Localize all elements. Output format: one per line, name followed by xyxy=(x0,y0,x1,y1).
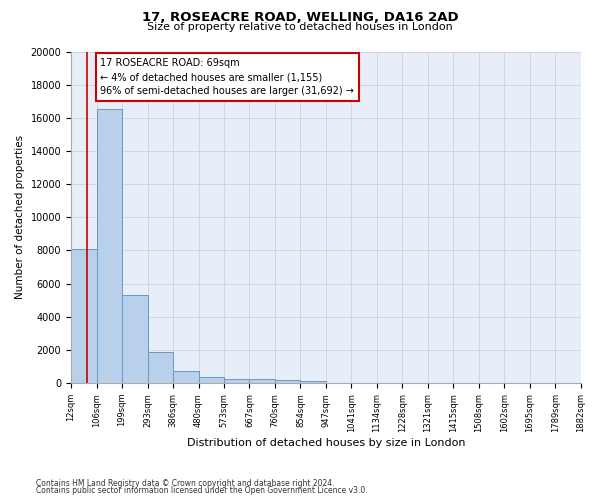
Bar xyxy=(97,108,122,383)
Bar xyxy=(122,295,148,383)
Text: Size of property relative to detached houses in London: Size of property relative to detached ho… xyxy=(147,22,453,32)
X-axis label: Distribution of detached houses by size in London: Distribution of detached houses by size … xyxy=(187,438,465,448)
Bar xyxy=(199,378,224,383)
Bar xyxy=(71,249,97,383)
Text: Contains public sector information licensed under the Open Government Licence v3: Contains public sector information licen… xyxy=(36,486,368,495)
Bar xyxy=(275,380,301,383)
Bar xyxy=(148,352,173,383)
Bar xyxy=(224,378,250,383)
Bar xyxy=(301,381,326,383)
Y-axis label: Number of detached properties: Number of detached properties xyxy=(15,135,25,300)
Bar xyxy=(250,380,275,383)
Text: 17, ROSEACRE ROAD, WELLING, DA16 2AD: 17, ROSEACRE ROAD, WELLING, DA16 2AD xyxy=(142,11,458,24)
Bar xyxy=(173,372,199,383)
Text: Contains HM Land Registry data © Crown copyright and database right 2024.: Contains HM Land Registry data © Crown c… xyxy=(36,478,335,488)
Text: 17 ROSEACRE ROAD: 69sqm
← 4% of detached houses are smaller (1,155)
96% of semi-: 17 ROSEACRE ROAD: 69sqm ← 4% of detached… xyxy=(100,58,355,96)
